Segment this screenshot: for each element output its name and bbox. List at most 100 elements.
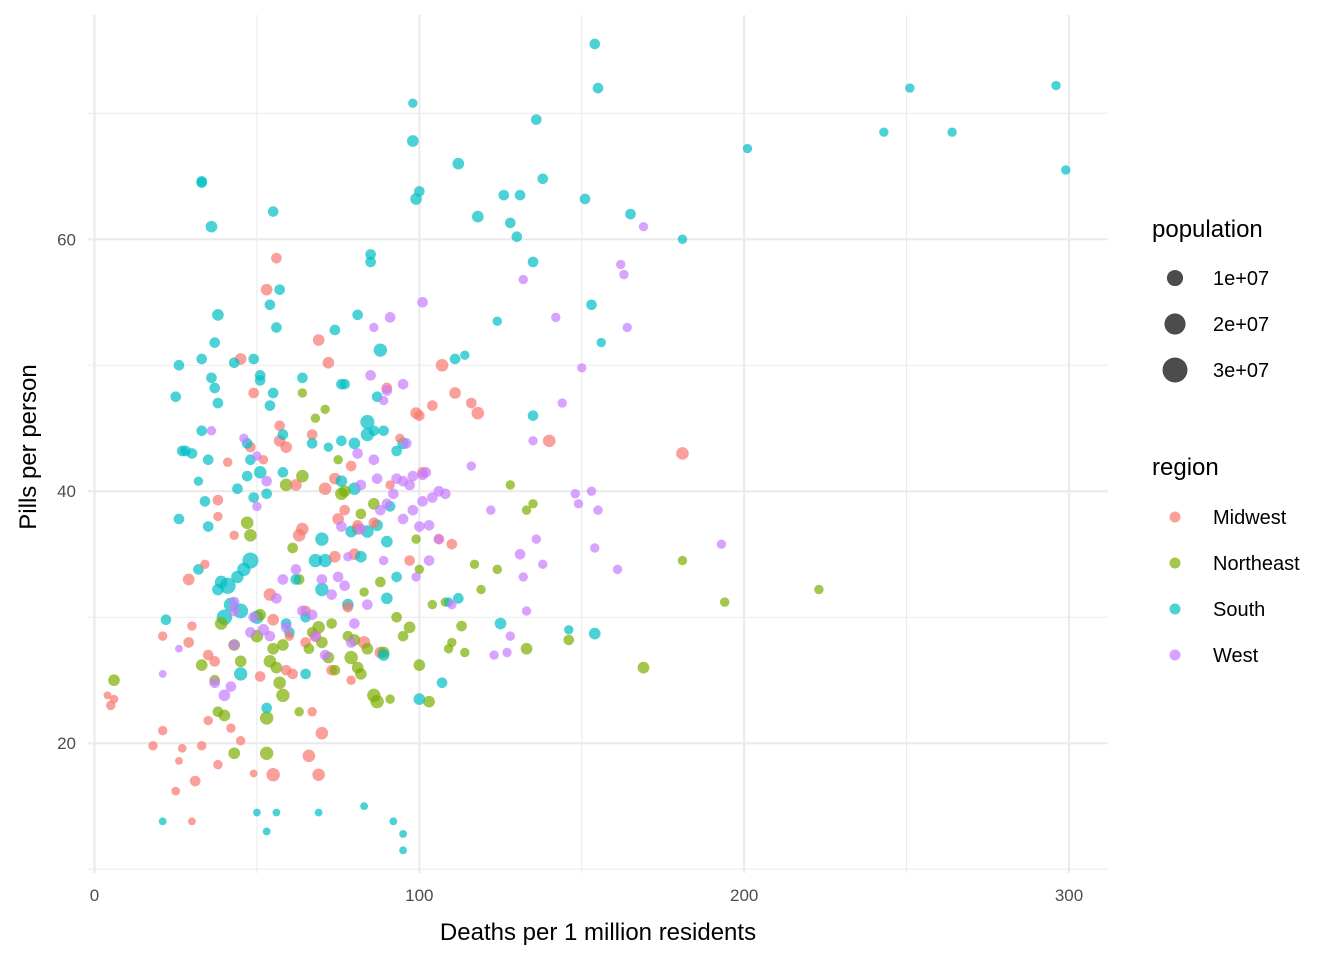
data-point-south bbox=[297, 372, 308, 384]
color-legend: region Midwest Northeast South West bbox=[1152, 454, 1300, 667]
data-point-northeast bbox=[214, 617, 228, 630]
data-point-south bbox=[452, 593, 464, 604]
size-legend-title: population bbox=[1152, 216, 1263, 243]
data-point-south bbox=[588, 627, 601, 640]
data-point-midwest bbox=[465, 397, 477, 409]
data-point-south bbox=[879, 127, 889, 137]
data-point-south bbox=[391, 571, 402, 583]
data-point-midwest bbox=[274, 420, 285, 432]
data-point-south bbox=[537, 173, 549, 185]
data-point-south bbox=[389, 817, 398, 826]
data-point-south bbox=[202, 521, 214, 532]
data-point-midwest bbox=[222, 457, 233, 467]
data-point-west bbox=[407, 504, 419, 516]
data-point-south bbox=[267, 387, 279, 399]
data-point-west bbox=[264, 630, 276, 642]
data-point-south bbox=[262, 827, 271, 836]
data-point-west bbox=[407, 470, 419, 482]
data-point-south bbox=[271, 322, 282, 333]
data-point-northeast bbox=[244, 529, 257, 542]
data-point-northeast bbox=[355, 508, 367, 520]
data-point-midwest bbox=[471, 406, 485, 420]
color-legend-label: Northeast bbox=[1213, 553, 1300, 575]
data-point-west bbox=[355, 523, 367, 535]
data-point-west bbox=[248, 611, 259, 623]
data-point-west bbox=[577, 363, 587, 373]
data-point-northeast bbox=[270, 661, 283, 674]
data-point-midwest bbox=[446, 538, 458, 550]
data-point-northeast bbox=[212, 706, 224, 718]
data-point-south bbox=[248, 353, 259, 365]
color-legend-key-northeast bbox=[1169, 557, 1181, 569]
data-point-midwest bbox=[312, 768, 325, 782]
data-point-south bbox=[504, 217, 516, 229]
data-point-south bbox=[407, 135, 419, 147]
data-point-west bbox=[417, 296, 428, 308]
data-point-northeast bbox=[279, 478, 293, 492]
data-point-midwest bbox=[290, 479, 302, 491]
data-point-south bbox=[514, 189, 526, 201]
data-point-midwest bbox=[287, 668, 298, 680]
data-point-south bbox=[408, 98, 418, 108]
data-point-west bbox=[521, 606, 532, 616]
data-point-midwest bbox=[346, 675, 356, 685]
data-point-midwest bbox=[200, 559, 210, 570]
color-legend-key-south bbox=[1169, 603, 1181, 615]
data-point-northeast bbox=[333, 455, 343, 465]
color-legend-title: region bbox=[1152, 454, 1219, 481]
data-point-south bbox=[264, 400, 276, 411]
data-point-west bbox=[384, 312, 396, 323]
color-legend-label: South bbox=[1213, 599, 1265, 621]
data-point-west bbox=[261, 475, 272, 487]
data-point-south bbox=[947, 127, 957, 137]
y-tick-label: 40 bbox=[57, 482, 76, 501]
data-point-midwest bbox=[188, 817, 196, 826]
data-point-west bbox=[228, 596, 240, 608]
data-point-midwest bbox=[171, 786, 181, 796]
data-point-northeast bbox=[338, 485, 351, 498]
data-point-west bbox=[489, 650, 499, 660]
data-point-south bbox=[205, 220, 218, 233]
data-point-south bbox=[586, 299, 597, 311]
data-point-south bbox=[378, 425, 389, 437]
data-point-west bbox=[218, 689, 231, 702]
data-point-south bbox=[360, 802, 369, 811]
data-point-south bbox=[564, 625, 574, 635]
data-point-midwest bbox=[284, 631, 295, 641]
data-point-west bbox=[158, 670, 167, 678]
y-tick-label: 60 bbox=[57, 230, 76, 249]
data-point-west bbox=[593, 505, 603, 515]
data-point-midwest bbox=[213, 511, 223, 522]
data-point-west bbox=[239, 433, 249, 444]
data-point-midwest bbox=[339, 504, 350, 516]
data-point-south bbox=[677, 234, 688, 244]
data-point-midwest bbox=[196, 741, 207, 751]
data-point-south bbox=[494, 617, 507, 630]
data-point-northeast bbox=[344, 650, 358, 665]
data-point-midwest bbox=[271, 252, 282, 264]
data-point-northeast bbox=[397, 630, 409, 642]
data-point-south bbox=[315, 532, 329, 546]
data-point-west bbox=[502, 647, 512, 658]
data-point-midwest bbox=[254, 671, 266, 682]
data-point-west bbox=[339, 580, 350, 592]
data-point-west bbox=[343, 552, 353, 562]
data-point-northeast bbox=[234, 655, 247, 668]
data-point-west bbox=[434, 534, 444, 544]
data-point-south bbox=[253, 466, 267, 479]
data-point-south bbox=[436, 677, 448, 689]
data-point-south bbox=[261, 702, 272, 714]
data-point-south bbox=[329, 324, 341, 336]
data-point-northeast bbox=[413, 659, 426, 671]
data-point-midwest bbox=[395, 433, 405, 444]
data-point-south bbox=[277, 467, 289, 478]
data-point-northeast bbox=[329, 664, 341, 676]
data-point-midwest bbox=[280, 441, 292, 453]
data-point-south bbox=[498, 189, 510, 201]
data-point-west bbox=[447, 599, 457, 610]
data-point-south bbox=[173, 359, 185, 371]
data-point-south bbox=[527, 256, 539, 268]
data-point-midwest bbox=[187, 621, 197, 631]
